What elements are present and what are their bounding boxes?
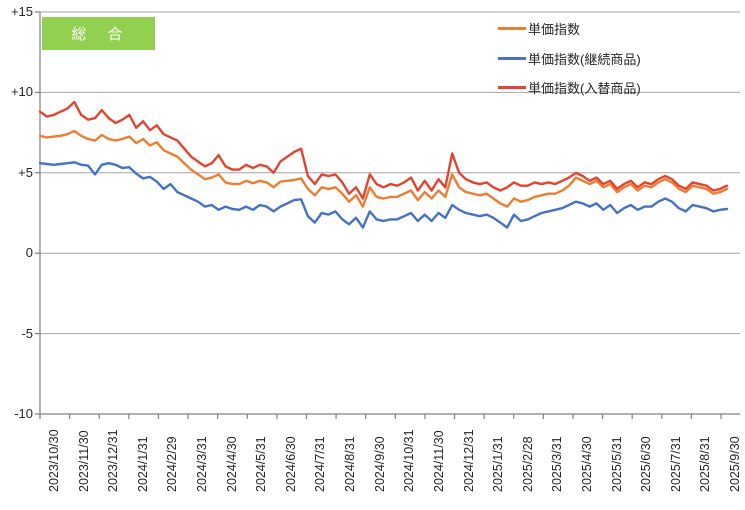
series-line <box>38 161 729 229</box>
legend-line-swatch <box>498 27 526 31</box>
x-axis-label: 2025/6/30 <box>639 436 654 492</box>
x-axis-label: 2023/11/30 <box>76 430 91 492</box>
x-axis-label: 2025/1/31 <box>491 436 506 492</box>
legend-line-swatch <box>498 56 526 60</box>
x-axis-label: 2025/9/30 <box>728 436 742 492</box>
y-axis-label: -10 <box>14 406 33 421</box>
x-axis-label: 2023/10/30 <box>47 429 61 492</box>
y-axis-label: +5 <box>18 164 33 180</box>
x-axis-label: 2025/5/31 <box>609 436 624 492</box>
x-axis-label: 2024/1/31 <box>135 436 150 492</box>
x-axis-label: 2024/8/31 <box>343 436 358 492</box>
x-axis-label: 2025/7/31 <box>668 436 683 492</box>
series-line <box>38 129 729 208</box>
legend-label: 単価指数(入替商品) <box>528 81 641 97</box>
legend: 単価指数単価指数(継続商品) 単価指数(入替商品) <box>498 14 641 103</box>
y-axis-label: +10 <box>10 84 33 100</box>
x-axis-label: 2024/4/30 <box>224 436 239 492</box>
x-axis-label: 2023/12/31 <box>106 429 121 492</box>
x-axis-label: 2024/6/30 <box>283 436 298 492</box>
x-axis-label: 2024/3/31 <box>195 436 210 492</box>
y-axis-label: -5 <box>21 325 33 341</box>
x-axis-label: 2025/8/31 <box>698 436 713 492</box>
x-axis-label: 2024/10/31 <box>402 429 417 492</box>
legend-label: 単価指数 <box>528 22 581 38</box>
x-axis-label: 2024/5/31 <box>254 436 269 492</box>
x-axis-label: 2024/2/29 <box>165 436 180 492</box>
legend-item: 単価指数 <box>498 14 641 44</box>
legend-label: 単価指数(継続商品) <box>528 51 641 67</box>
legend-item: 単価指数(入替商品) <box>498 73 641 103</box>
series-line <box>38 100 729 200</box>
y-axis-label: +15 <box>10 4 33 19</box>
x-axis-label: 2025/3/31 <box>550 436 565 492</box>
x-axis-label: 2025/2/28 <box>520 436 535 492</box>
chart-title-badge: 総 合 <box>42 17 155 50</box>
legend-line-swatch <box>498 86 526 90</box>
x-axis-label: 2025/4/30 <box>579 436 594 492</box>
x-axis-label: 2024/7/31 <box>313 436 328 492</box>
x-axis-label: 2024/9/30 <box>372 436 387 492</box>
x-axis-label: 2024/11/30 <box>431 430 446 492</box>
y-axis-label: 0 <box>25 245 33 261</box>
x-axis-label: 2024/12/31 <box>461 429 476 492</box>
legend-item: 単価指数(継続商品) <box>498 44 641 74</box>
chart-title-text: 総 合 <box>71 26 126 43</box>
